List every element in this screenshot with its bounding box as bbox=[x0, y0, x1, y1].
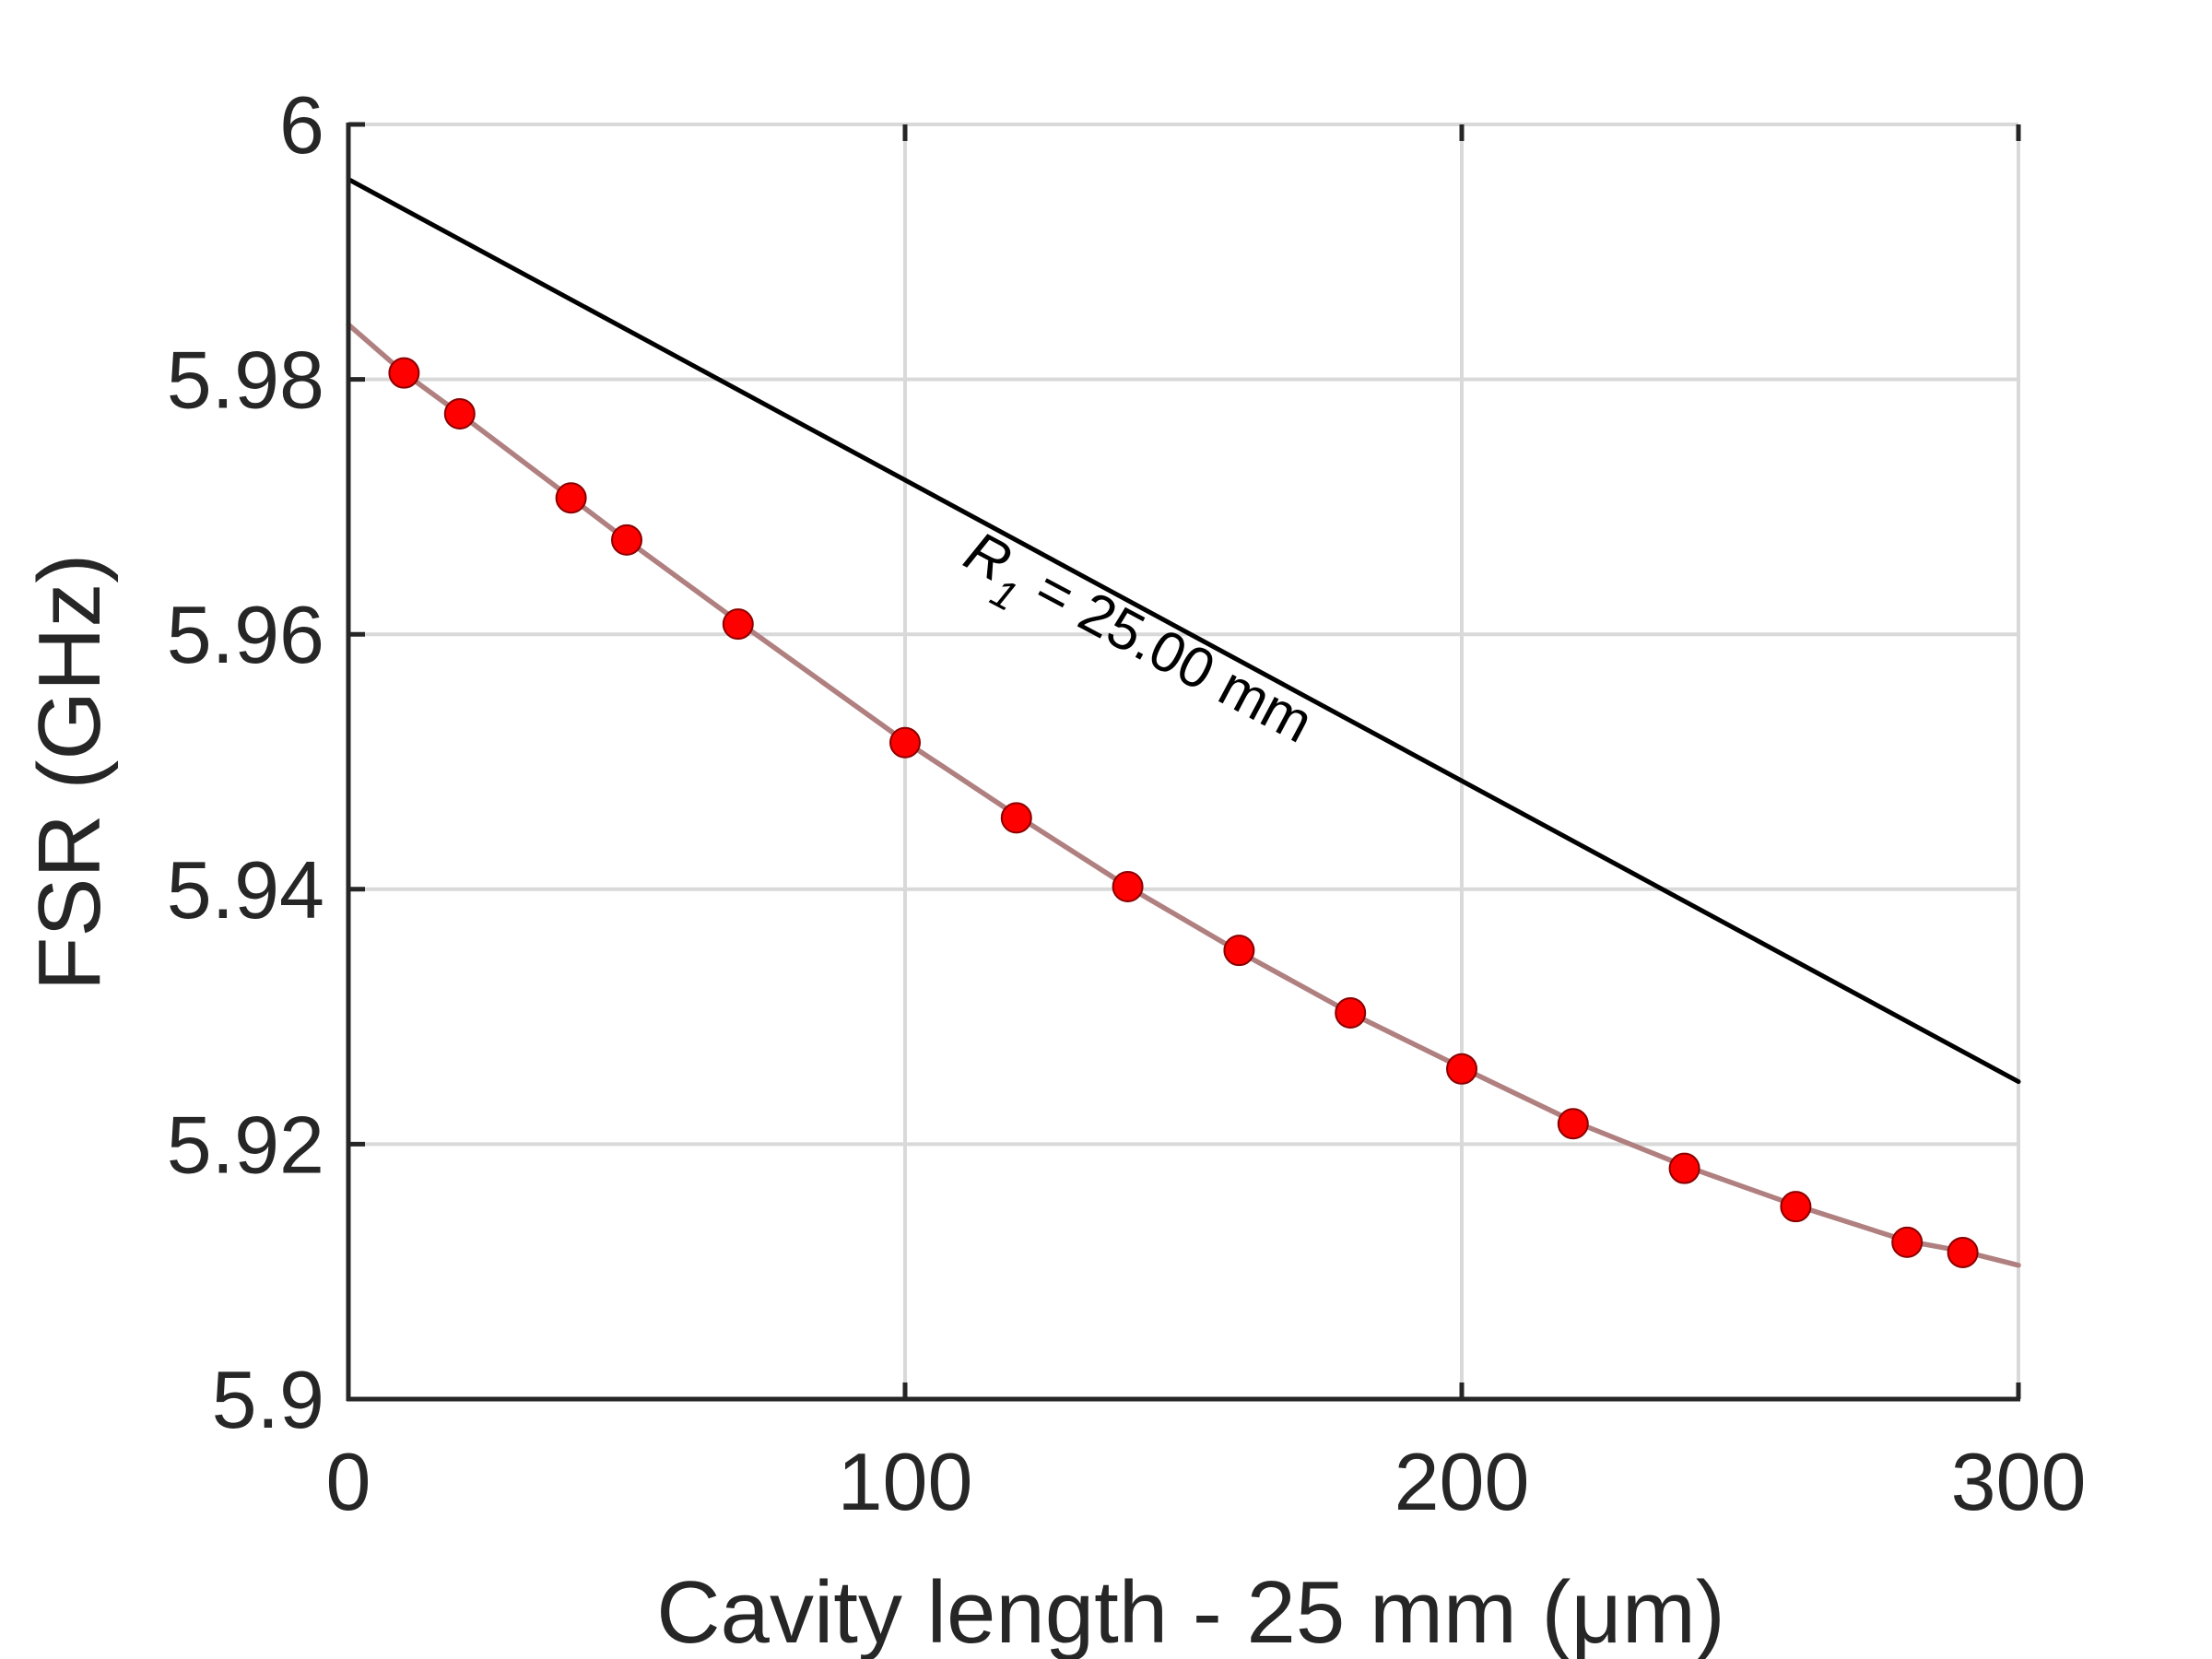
data-point bbox=[611, 524, 642, 556]
data-point bbox=[1891, 1226, 1924, 1258]
x-tick-label: 200 bbox=[1394, 1436, 1530, 1527]
data-point bbox=[1668, 1152, 1700, 1184]
y-tick-label: 5.98 bbox=[167, 335, 324, 426]
data-point bbox=[722, 608, 754, 641]
data-point bbox=[388, 357, 420, 389]
x-tick-label: 0 bbox=[326, 1436, 371, 1527]
data-point bbox=[1335, 996, 1367, 1029]
series-layer bbox=[346, 177, 2021, 1268]
data-point bbox=[1446, 1053, 1477, 1085]
y-tick-label: 6 bbox=[279, 79, 324, 171]
axes bbox=[346, 122, 2021, 1402]
y-axis-label: FSR (GHz) bbox=[20, 554, 119, 992]
y-tick-label: 5.92 bbox=[167, 1099, 324, 1190]
x-tick-label: 300 bbox=[1951, 1436, 2087, 1527]
x-tick-label: 100 bbox=[838, 1436, 973, 1527]
data-point bbox=[555, 482, 587, 514]
data-point bbox=[1000, 802, 1032, 834]
data-point bbox=[889, 726, 921, 759]
data-point bbox=[1223, 935, 1255, 967]
x-axis-label: Cavity length - 25 mm (μm) bbox=[656, 1563, 1725, 1659]
data-point bbox=[1557, 1108, 1589, 1140]
data-point bbox=[1947, 1236, 1979, 1268]
data-point bbox=[443, 397, 476, 429]
y-tick-label: 5.96 bbox=[167, 589, 324, 680]
data-point bbox=[1112, 871, 1144, 903]
y-tick-label: 5.94 bbox=[167, 844, 324, 935]
data-point bbox=[1780, 1191, 1812, 1223]
y-tick-label: 5.9 bbox=[212, 1354, 324, 1445]
reference-line bbox=[346, 177, 2021, 1085]
fit-curve bbox=[346, 322, 2021, 1268]
tick-labels: 0 100 200 300 5.9 5.92 5.94 5.96 5.98 6 bbox=[167, 79, 2087, 1527]
